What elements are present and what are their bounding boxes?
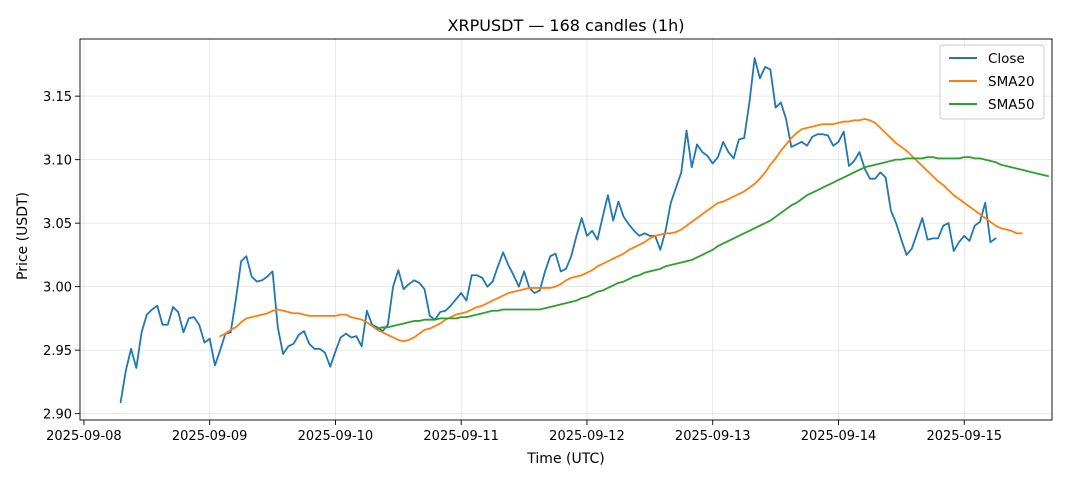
x-tick-label: 2025-09-14 (801, 429, 877, 444)
close-series-line (119, 57, 997, 404)
plot-frame (79, 38, 1053, 421)
x-tick-label: 2025-09-12 (549, 429, 625, 444)
legend: Close SMA20 SMA50 (939, 44, 1045, 120)
x-tick-label: 2025-09-09 (172, 429, 248, 444)
y-tick-label: 3.05 (43, 217, 72, 232)
x-axis: 2025-09-08 2025-09-09 2025-09-10 2025-09-11… (46, 420, 1002, 444)
y-tick-label: 3.15 (43, 90, 72, 105)
sma50-series-line (376, 156, 1049, 330)
x-tick-label: 2025-09-13 (675, 429, 751, 444)
x-tick-label: 2025-09-11 (423, 429, 499, 444)
legend-box (939, 44, 1045, 120)
x-tick-label: 2025-09-10 (298, 429, 374, 444)
x-axis-title: Time (UTC) (526, 451, 604, 467)
y-tick-label: 2.90 (43, 408, 72, 423)
grid (80, 39, 1052, 420)
legend-label-sma20: SMA20 (988, 74, 1035, 90)
x-tick-label: 2025-09-08 (46, 429, 122, 444)
legend-label-sma50: SMA50 (988, 97, 1035, 113)
y-axis-title: Price (USDT) (15, 192, 31, 280)
y-tick-label: 2.95 (43, 344, 72, 359)
y-tick-label: 3.10 (43, 154, 72, 169)
legend-label-close: Close (988, 51, 1025, 67)
series-layer (119, 57, 1049, 404)
y-tick-label: 3.00 (43, 281, 72, 296)
chart-title: XRPUSDT — 168 candles (1h) (448, 16, 685, 35)
y-axis: 2.90 2.95 3.00 3.05 3.10 3.15 (43, 90, 80, 423)
x-tick-label: 2025-09-15 (926, 429, 1002, 444)
sma20-series-line (219, 118, 1023, 343)
